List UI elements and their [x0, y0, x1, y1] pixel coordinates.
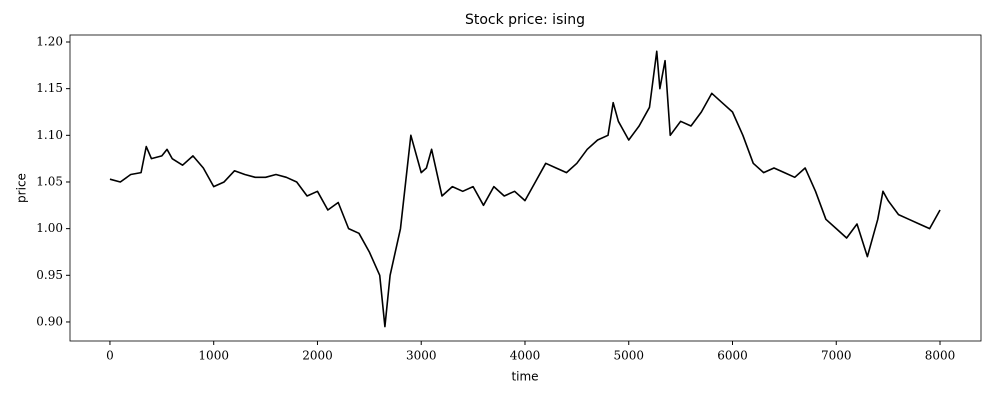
chart-title: Stock price: ising: [465, 12, 585, 28]
y-tick-label: 0.95: [36, 268, 63, 282]
price-line: [109, 50, 941, 328]
x-tick-label: 1000: [198, 349, 229, 363]
y-tick-label: 1.10: [36, 128, 63, 142]
x-tick-label: 4000: [510, 349, 541, 363]
y-tick-label: 1.00: [36, 221, 63, 235]
x-tick-label: 7000: [821, 349, 852, 363]
x-tick-label: 3000: [406, 349, 437, 363]
y-tick-label: 1.20: [36, 34, 63, 48]
plot-frame: [69, 34, 982, 342]
x-tick-label: 6000: [717, 349, 748, 363]
x-tick-label: 5000: [613, 349, 644, 363]
y-tick-label: 1.05: [36, 174, 63, 188]
x-tick-label: 0: [106, 349, 114, 363]
x-tick-label: 2000: [302, 349, 333, 363]
y-tick-label: 0.90: [36, 314, 63, 328]
x-tick-label: 8000: [925, 349, 956, 363]
x-axis-label: time: [511, 370, 538, 384]
y-tick-label: 1.15: [36, 81, 63, 95]
y-axis-label: price: [15, 173, 29, 203]
